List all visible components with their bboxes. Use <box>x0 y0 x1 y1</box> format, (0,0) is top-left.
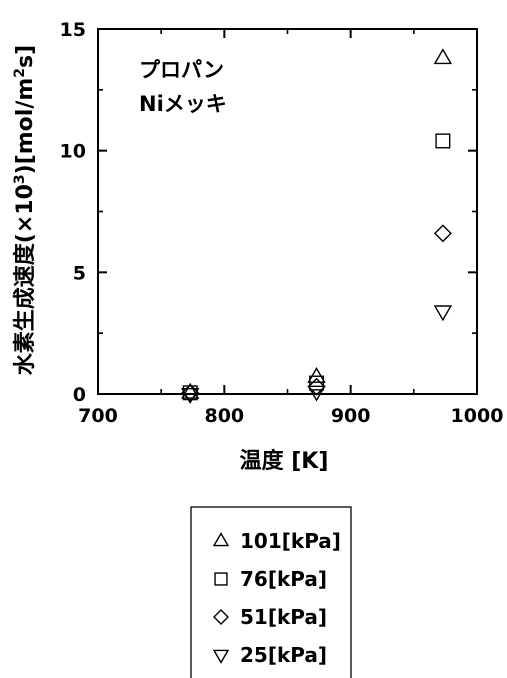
x-axis-label: 温度 [K] <box>240 448 329 474</box>
legend-box <box>190 506 352 678</box>
legend: 101[kPa] 76[kPa] 51[kPa] 25[kPa] <box>190 506 352 678</box>
legend-label: 51[kPa] <box>240 605 327 629</box>
y-tick-label: 10 <box>60 141 86 163</box>
y-tick-label: 5 <box>73 262 86 284</box>
annotation-ni-plating: Niメッキ <box>139 92 227 116</box>
data-point-square <box>435 133 451 149</box>
data-point-diamond <box>307 377 326 396</box>
annotation-propane: プロパン <box>139 58 224 82</box>
data-point-triangle-up <box>307 366 326 383</box>
legend-marker-square <box>214 572 228 586</box>
legend-marker-triangle-down <box>212 649 230 664</box>
x-tick-label: 900 <box>331 405 371 427</box>
data-point-square <box>309 375 325 391</box>
data-point-triangle-up <box>181 382 200 399</box>
y-axis-label: 水素生成速度(×103)[mol/m2s] <box>12 45 38 375</box>
data-point-triangle-down <box>181 388 200 404</box>
x-tick-label: 800 <box>204 405 244 427</box>
data-point-triangle-down <box>307 385 326 402</box>
legend-label: 101[kPa] <box>240 529 341 553</box>
tick-labels: 700 800 900 1000 0 5 10 15 <box>60 19 504 427</box>
data-point-triangle-up <box>433 48 453 65</box>
legend-label: 76[kPa] <box>240 567 327 591</box>
data-point-diamond <box>181 383 200 402</box>
data-point-square <box>182 385 198 401</box>
y-tick-label: 0 <box>73 384 86 406</box>
axis-ticks <box>97 28 478 395</box>
legend-label: 25[kPa] <box>240 643 327 667</box>
y-tick-label: 15 <box>60 19 86 41</box>
data-point-triangle-down <box>433 305 453 322</box>
x-tick-label: 700 <box>78 405 118 427</box>
data-points <box>181 48 453 404</box>
plot-border <box>97 28 478 395</box>
legend-marker-diamond <box>213 609 229 625</box>
legend-marker-triangle-up <box>212 532 230 547</box>
plot-frame <box>97 28 478 395</box>
data-point-diamond <box>433 224 452 243</box>
x-tick-label: 1000 <box>451 405 504 427</box>
